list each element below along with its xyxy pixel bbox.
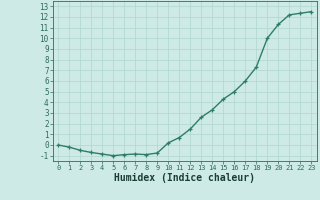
X-axis label: Humidex (Indice chaleur): Humidex (Indice chaleur) xyxy=(114,173,255,183)
